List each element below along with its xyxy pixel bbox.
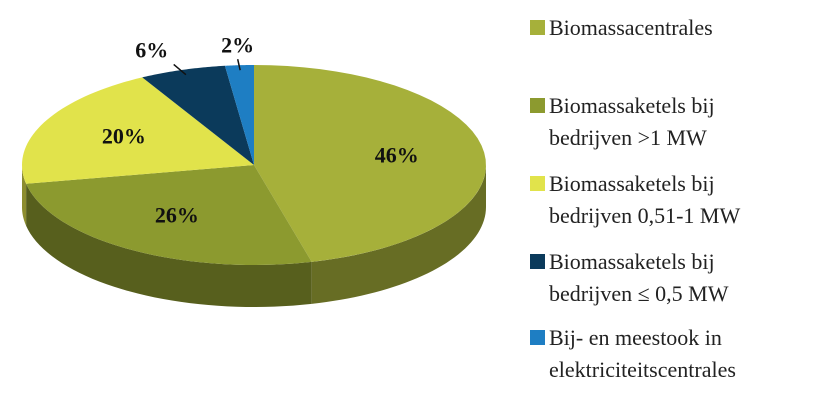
legend-item: Bij- en meestook in elektriciteitscentra… bbox=[530, 322, 800, 386]
data-label: 6% bbox=[135, 38, 168, 63]
pie-side bbox=[311, 165, 486, 304]
legend-swatch bbox=[530, 330, 545, 345]
pie-slice bbox=[254, 65, 486, 262]
legend-item: Biomassaketels bij bedrijven 0,51-1 MW bbox=[530, 168, 800, 232]
pie-slice bbox=[142, 65, 254, 165]
data-label: 20% bbox=[102, 124, 146, 149]
legend-swatch bbox=[530, 20, 545, 35]
legend-swatch bbox=[530, 98, 545, 113]
leader-line bbox=[236, 59, 241, 71]
pie-slice bbox=[224, 65, 254, 165]
pie-side bbox=[26, 183, 312, 307]
data-label: 2% bbox=[221, 32, 254, 57]
legend-label: Biomassaketels bij bedrijven >1 MW bbox=[549, 93, 715, 150]
legend-item: Biomassaketels bij bedrijven >1 MW bbox=[530, 90, 800, 154]
pie-slice bbox=[26, 165, 312, 265]
legend-item: Biomassacentrales bbox=[530, 12, 800, 44]
legend-label: Bij- en meestook in elektriciteitscentra… bbox=[549, 325, 736, 382]
pie-slice bbox=[22, 77, 254, 184]
leader-line bbox=[173, 63, 187, 76]
legend-label: Biomassaketels bij bedrijven ≤ 0,5 MW bbox=[549, 249, 729, 306]
pie-area: 46% 26% 20% 6% 2% bbox=[22, 32, 486, 307]
legend-label: Biomassaketels bij bedrijven 0,51-1 MW bbox=[549, 171, 741, 228]
pie-side bbox=[22, 165, 27, 226]
legend-swatch bbox=[530, 176, 545, 191]
legend-swatch bbox=[530, 254, 545, 269]
legend-label: Biomassacentrales bbox=[549, 15, 713, 40]
data-label: 46% bbox=[375, 142, 419, 167]
data-label: 26% bbox=[155, 202, 199, 227]
legend-item: Biomassaketels bij bedrijven ≤ 0,5 MW bbox=[530, 246, 800, 310]
